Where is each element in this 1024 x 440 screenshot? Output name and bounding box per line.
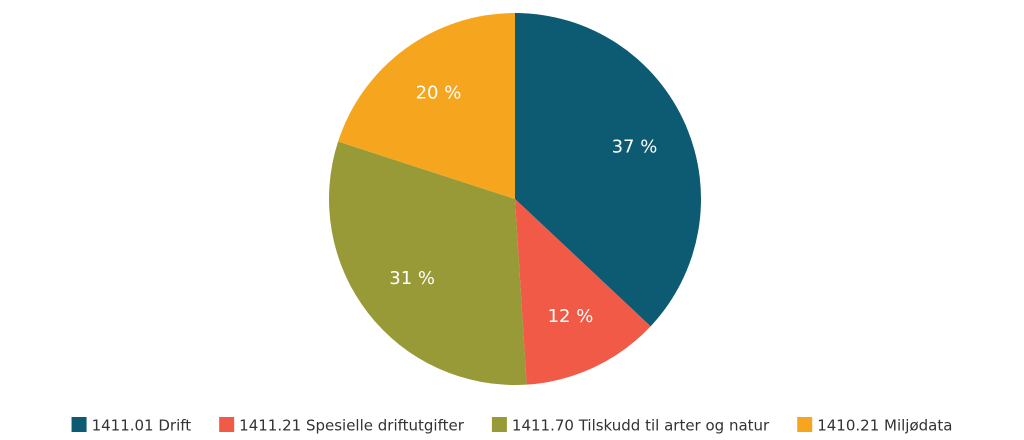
legend-swatch bbox=[219, 417, 235, 432]
legend-label: 1411.21 Spesielle driftutgifter bbox=[239, 417, 465, 435]
pie-slice bbox=[515, 13, 701, 327]
legend-swatch bbox=[71, 417, 87, 432]
slice-label: 12 % bbox=[548, 306, 594, 327]
pie-slice bbox=[338, 13, 515, 199]
pie-slice bbox=[329, 141, 527, 385]
slice-label: 20 % bbox=[416, 83, 462, 104]
legend-swatch bbox=[491, 417, 507, 432]
slice-label: 31 % bbox=[389, 268, 435, 289]
legend-label: 1411.01 Drift bbox=[92, 417, 192, 435]
legend-label: 1410.21 Miljødata bbox=[817, 417, 952, 435]
slice-label: 37 % bbox=[612, 136, 658, 157]
legend-swatch bbox=[797, 417, 813, 432]
legend-label: 1411.70 Tilskudd til arter og natur bbox=[512, 417, 770, 435]
pie-slice bbox=[515, 199, 651, 385]
